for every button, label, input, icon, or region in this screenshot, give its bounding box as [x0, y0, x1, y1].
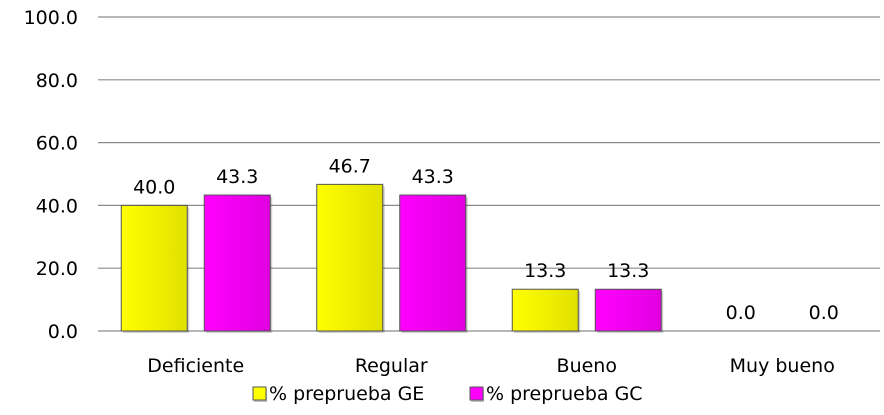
- y-tick-label: 100.0: [24, 7, 78, 29]
- y-axis-ticks: 0.0 20.0 40.0 60.0 80.0 100.0: [24, 7, 78, 343]
- y-tick-label: 60.0: [36, 133, 78, 155]
- bar: [120, 204, 190, 333]
- legend-label: % preprueba GC: [486, 383, 643, 405]
- bar: [511, 288, 581, 333]
- y-tick-label: 40.0: [36, 195, 78, 217]
- legend-label: % preprueba GE: [269, 383, 424, 405]
- y-tick-label: 0.0: [48, 321, 78, 343]
- y-tick-label: 20.0: [36, 258, 78, 280]
- x-category-label: Regular: [355, 355, 428, 377]
- legend-item: % preprueba GE: [252, 383, 424, 405]
- bar: [203, 194, 273, 333]
- x-category-label: Bueno: [557, 355, 617, 377]
- y-tick-label: 80.0: [36, 70, 78, 92]
- data-label: 46.7: [329, 155, 371, 177]
- data-label: 43.3: [412, 166, 454, 188]
- legend: % preprueba GE % preprueba GC: [252, 383, 643, 405]
- legend-swatch: [252, 386, 267, 401]
- legend-item: % preprueba GC: [469, 383, 643, 405]
- data-labels: 40.0 43.3 46.7 43.3 13.3 13.3 0.0 0.0: [133, 155, 839, 324]
- x-axis-categories: Deficiente Regular Bueno Muy bueno: [147, 355, 835, 377]
- data-label: 40.0: [133, 176, 175, 198]
- bar: [594, 288, 664, 333]
- data-label: 0.0: [726, 302, 756, 324]
- data-label: 0.0: [809, 302, 839, 324]
- x-category-label: Muy bueno: [730, 355, 835, 377]
- bars: [120, 183, 664, 333]
- x-category-label: Deficiente: [147, 355, 244, 377]
- data-label: 13.3: [607, 260, 649, 282]
- data-label: 43.3: [216, 166, 258, 188]
- bar: [316, 183, 385, 333]
- legend-swatch: [469, 386, 484, 401]
- bar: [399, 194, 468, 333]
- data-label: 13.3: [524, 260, 566, 282]
